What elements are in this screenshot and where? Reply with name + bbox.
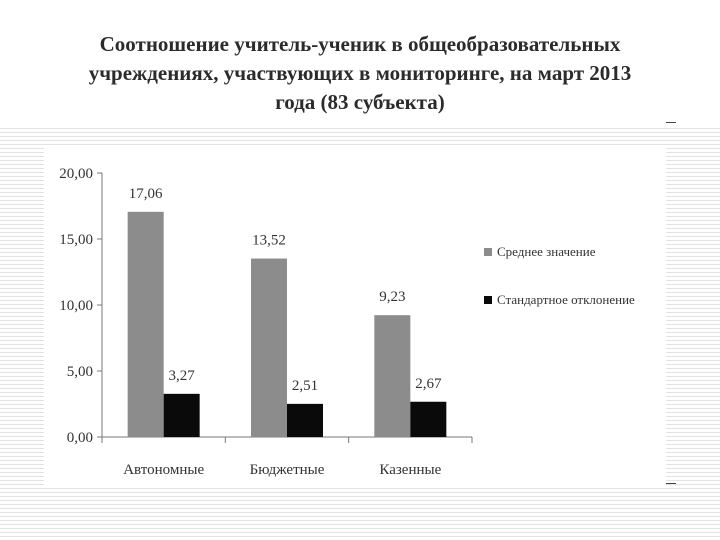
title-line-1: Соотношение учитель-ученик в общеобразов… <box>99 32 621 56</box>
x-tick-label: Автономные <box>123 462 204 478</box>
data-label: 2,51 <box>292 378 318 394</box>
legend-label: Среднее значение <box>497 244 596 259</box>
bar-stddev <box>410 401 447 437</box>
y-tick-label: 0,00 <box>67 430 93 446</box>
data-label: 17,06 <box>129 186 163 202</box>
y-tick-label: 5,00 <box>67 364 93 380</box>
data-label: 9,23 <box>379 289 405 305</box>
x-tick-label: Казенные <box>379 462 441 478</box>
title-line-3: года (83 субъекта) <box>275 90 445 114</box>
y-tick-label: 15,00 <box>59 232 93 248</box>
y-tick-label: 20,00 <box>59 166 93 182</box>
data-label: 2,67 <box>415 376 442 392</box>
bar-mean <box>127 211 164 437</box>
chart-panel: 0,00 5,00 10,00 15,00 20,00 Автономные Бюджетн… <box>44 145 666 488</box>
title-line-2: учреждениях, участвующих в мониторинге, … <box>88 61 632 85</box>
data-label: 13,52 <box>252 233 286 249</box>
decor-dash-top <box>666 122 676 123</box>
y-tick-label: 10,00 <box>59 298 93 314</box>
decor-dash-bottom <box>666 483 676 484</box>
bar-mean <box>374 315 411 437</box>
bar-stddev <box>287 403 323 437</box>
data-label: 3,27 <box>169 368 196 384</box>
legend-swatch <box>484 248 492 256</box>
bar-chart: 0,00 5,00 10,00 15,00 20,00 Автономные Бюджетн… <box>59 166 635 478</box>
legend-swatch <box>484 296 492 304</box>
bar-mean <box>251 258 287 437</box>
legend-label: Стандартное отклонение <box>497 292 635 307</box>
x-tick-label: Бюджетные <box>250 462 325 478</box>
slide-title: Соотношение учитель-ученик в общеобразов… <box>0 30 720 117</box>
bar-stddev <box>163 393 200 437</box>
